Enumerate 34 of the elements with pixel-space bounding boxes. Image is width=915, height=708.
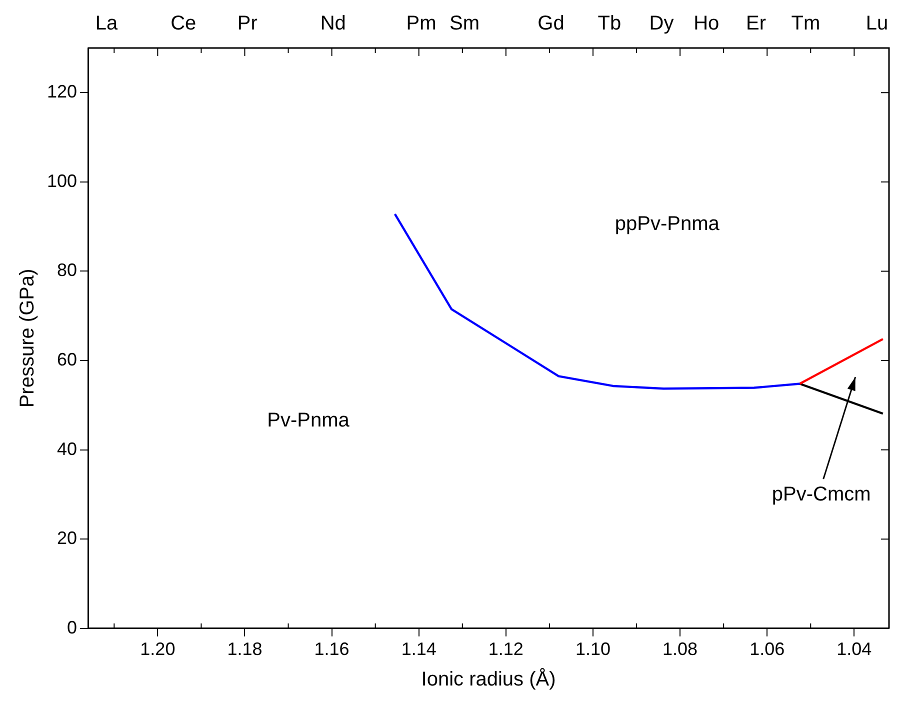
text: Ho xyxy=(694,12,720,35)
x-tick-label: 1.04 xyxy=(836,639,872,660)
text: Lu xyxy=(866,12,888,35)
y-tick-label: 120 xyxy=(46,82,78,102)
text: Tm xyxy=(791,12,820,35)
text: Pr xyxy=(237,12,258,35)
y-tick-label: 60 xyxy=(57,349,78,370)
text: Ce xyxy=(170,12,196,35)
text: Gd xyxy=(538,12,564,35)
text: Tb xyxy=(598,12,622,35)
text: Nd xyxy=(320,12,346,35)
y-tick-label: 80 xyxy=(57,260,78,280)
annotation: ppPv-Pnma xyxy=(614,212,720,235)
y-tick-label: 0 xyxy=(67,617,78,638)
x-tick-label: 1.18 xyxy=(227,639,262,660)
y-tick-label: 20 xyxy=(57,528,78,548)
text: Er xyxy=(746,12,766,35)
x-tick-label: 1.16 xyxy=(314,639,350,660)
annotation: Pv-Pnma xyxy=(267,410,350,432)
y-axis-title: Pressure (GPa) xyxy=(16,268,39,408)
text: La xyxy=(95,12,118,35)
text: Pm xyxy=(406,12,436,35)
x-tick-label: 1.12 xyxy=(488,639,524,660)
x-tick-label: 1.14 xyxy=(401,639,436,660)
x-axis-title: Ionic radius (Å) xyxy=(421,668,556,691)
y-tick-label: 100 xyxy=(46,170,78,191)
x-tick-label: 1.06 xyxy=(750,639,785,660)
annotation: pPv-Cmcm xyxy=(772,484,871,506)
text: Sm xyxy=(449,12,480,35)
x-tick-label: 1.10 xyxy=(575,639,611,660)
y-tick-label: 40 xyxy=(57,438,78,459)
x-tick-label: 1.20 xyxy=(140,639,176,660)
x-tick-label: 1.08 xyxy=(662,639,698,660)
text: Dy xyxy=(649,12,674,35)
